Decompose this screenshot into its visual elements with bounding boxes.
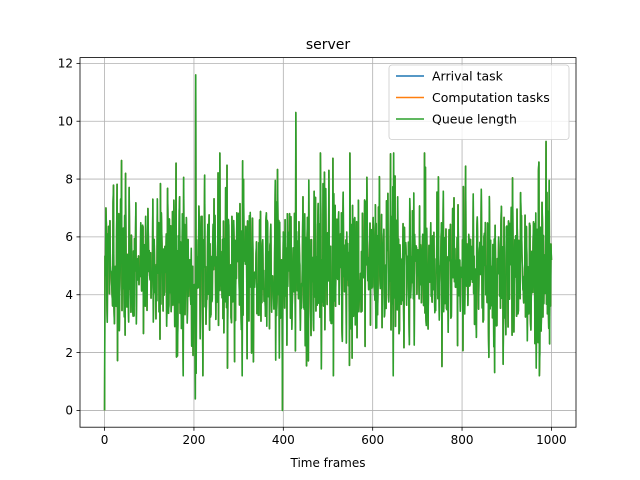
series-line-2 (103, 74, 553, 412)
ticks: 0 200 400 600 800 1000 0 2 4 6 8 10 12 (58, 57, 567, 448)
x-tick-label-200: 200 (182, 433, 205, 447)
legend-label-0: Arrival task (432, 69, 504, 84)
x-tick-label-1000: 1000 (536, 433, 567, 447)
y-tick-label-8: 8 (65, 172, 73, 186)
x-tick-label-800: 800 (451, 433, 474, 447)
y-tick-label-10: 10 (58, 115, 73, 129)
axes-frame (79, 57, 577, 428)
x-tick-label-600: 600 (361, 433, 384, 447)
series-layer (103, 74, 553, 412)
y-tick-label-0: 0 (65, 404, 73, 418)
legend-label-2: Queue length (432, 112, 517, 127)
chart-title: server (306, 37, 351, 53)
axes-border (79, 57, 577, 428)
y-tick-label-12: 12 (58, 57, 73, 71)
y-tick-label-4: 4 (65, 288, 73, 302)
y-tick-label-2: 2 (65, 346, 73, 360)
legend: Arrival task Computation tasks Queue lengt… (388, 64, 570, 140)
x-axis-label: Time frames (289, 456, 365, 470)
x-tick-label-0: 0 (101, 433, 109, 447)
y-tick-label-6: 6 (65, 230, 73, 244)
legend-label-1: Computation tasks (432, 90, 550, 105)
x-tick-label-400: 400 (272, 433, 295, 447)
legend-box (388, 64, 570, 140)
